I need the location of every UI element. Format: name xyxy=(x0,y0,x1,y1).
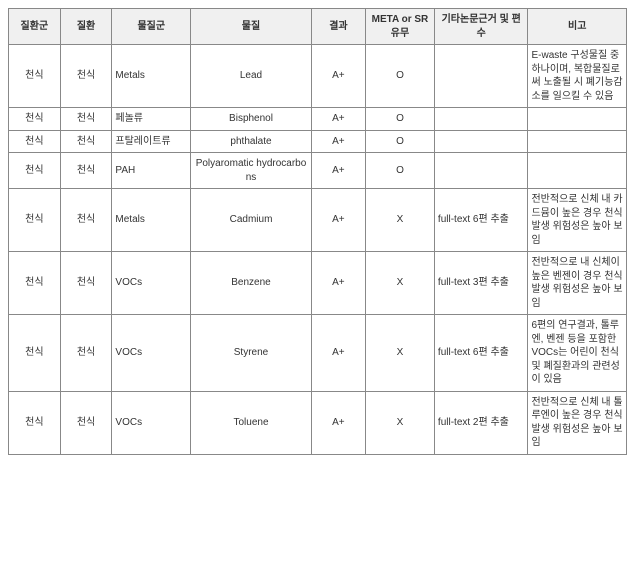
cell-group: 천식 xyxy=(9,108,61,131)
cell-meta: X xyxy=(365,252,434,315)
table-row: 천식 천식 PAH Polyaromatic hydrocarbons A+ O xyxy=(9,153,627,189)
table-row: 천식 천식 Metals Cadmium A+ X full-text 6편 추… xyxy=(9,189,627,252)
cell-disease: 천식 xyxy=(60,391,112,454)
cell-result: A+ xyxy=(311,153,365,189)
cell-result: A+ xyxy=(311,315,365,392)
cell-disease: 천식 xyxy=(60,315,112,392)
cell-matgroup: VOCs xyxy=(112,391,191,454)
cell-group: 천식 xyxy=(9,391,61,454)
cell-group: 천식 xyxy=(9,189,61,252)
cell-basis: full-text 6편 추출 xyxy=(434,315,528,392)
cell-note: 전반적으로 신체 내 톨루엔이 높은 경우 천식 발생 위험성은 높아 보임 xyxy=(528,391,627,454)
cell-note: 전반적으로 신체 내 카드뮴이 높은 경우 천식 발생 위험성은 높아 보임 xyxy=(528,189,627,252)
cell-matgroup: VOCs xyxy=(112,315,191,392)
cell-result: A+ xyxy=(311,45,365,108)
table-row: 천식 천식 Metals Lead A+ O E-waste 구성물질 중 하나… xyxy=(9,45,627,108)
cell-group: 천식 xyxy=(9,252,61,315)
cell-disease: 천식 xyxy=(60,130,112,153)
col-header-meta: META or SR 유무 xyxy=(365,9,434,45)
cell-group: 천식 xyxy=(9,45,61,108)
cell-matgroup: 페놀류 xyxy=(112,108,191,131)
col-header-result: 결과 xyxy=(311,9,365,45)
col-header-note: 비고 xyxy=(528,9,627,45)
cell-group: 천식 xyxy=(9,315,61,392)
cell-basis xyxy=(434,153,528,189)
table-body: 천식 천식 Metals Lead A+ O E-waste 구성물질 중 하나… xyxy=(9,45,627,455)
cell-meta: X xyxy=(365,315,434,392)
cell-meta: O xyxy=(365,153,434,189)
cell-basis xyxy=(434,108,528,131)
cell-disease: 천식 xyxy=(60,252,112,315)
cell-note xyxy=(528,130,627,153)
cell-basis: full-text 6편 추출 xyxy=(434,189,528,252)
data-table: 질환군 질환 물질군 물질 결과 META or SR 유무 기타논문근거 및 … xyxy=(8,8,627,455)
cell-matgroup: Metals xyxy=(112,189,191,252)
cell-note: 6편의 연구결과, 톨루엔, 벤젠 등을 포함한 VOCs는 어린이 천식 및 … xyxy=(528,315,627,392)
cell-disease: 천식 xyxy=(60,153,112,189)
cell-material: Styrene xyxy=(191,315,312,392)
cell-result: A+ xyxy=(311,391,365,454)
cell-material: Lead xyxy=(191,45,312,108)
cell-matgroup: VOCs xyxy=(112,252,191,315)
cell-basis: full-text 2편 추출 xyxy=(434,391,528,454)
cell-meta: X xyxy=(365,391,434,454)
cell-basis xyxy=(434,45,528,108)
cell-note xyxy=(528,108,627,131)
cell-matgroup: Metals xyxy=(112,45,191,108)
cell-note: E-waste 구성물질 중 하나이며, 복합물질로써 노출될 시 폐기능감소를… xyxy=(528,45,627,108)
cell-basis xyxy=(434,130,528,153)
table-row: 천식 천식 VOCs Styrene A+ X full-text 6편 추출 … xyxy=(9,315,627,392)
cell-material: Polyaromatic hydrocarbons xyxy=(191,153,312,189)
cell-disease: 천식 xyxy=(60,189,112,252)
cell-material: Cadmium xyxy=(191,189,312,252)
cell-meta: O xyxy=(365,108,434,131)
table-row: 천식 천식 VOCs Toluene A+ X full-text 2편 추출 … xyxy=(9,391,627,454)
cell-group: 천식 xyxy=(9,130,61,153)
cell-group: 천식 xyxy=(9,153,61,189)
table-row: 천식 천식 프탈레이트류 phthalate A+ O xyxy=(9,130,627,153)
cell-disease: 천식 xyxy=(60,45,112,108)
cell-material: Bisphenol xyxy=(191,108,312,131)
cell-note: 전반적으로 내 신체이 높은 벤젠이 경우 천식 발생 위험성은 높아 보임 xyxy=(528,252,627,315)
col-header-disease: 질환 xyxy=(60,9,112,45)
cell-matgroup: 프탈레이트류 xyxy=(112,130,191,153)
table-header: 질환군 질환 물질군 물질 결과 META or SR 유무 기타논문근거 및 … xyxy=(9,9,627,45)
table-row: 천식 천식 페놀류 Bisphenol A+ O xyxy=(9,108,627,131)
col-header-material: 물질 xyxy=(191,9,312,45)
cell-matgroup: PAH xyxy=(112,153,191,189)
cell-material: phthalate xyxy=(191,130,312,153)
cell-material: Benzene xyxy=(191,252,312,315)
cell-result: A+ xyxy=(311,130,365,153)
cell-result: A+ xyxy=(311,189,365,252)
cell-note xyxy=(528,153,627,189)
col-header-matgroup: 물질군 xyxy=(112,9,191,45)
col-header-basis: 기타논문근거 및 편수 xyxy=(434,9,528,45)
cell-meta: O xyxy=(365,45,434,108)
table-row: 천식 천식 VOCs Benzene A+ X full-text 3편 추출 … xyxy=(9,252,627,315)
col-header-group: 질환군 xyxy=(9,9,61,45)
cell-material: Toluene xyxy=(191,391,312,454)
cell-result: A+ xyxy=(311,252,365,315)
cell-meta: O xyxy=(365,130,434,153)
cell-result: A+ xyxy=(311,108,365,131)
cell-basis: full-text 3편 추출 xyxy=(434,252,528,315)
cell-meta: X xyxy=(365,189,434,252)
cell-disease: 천식 xyxy=(60,108,112,131)
